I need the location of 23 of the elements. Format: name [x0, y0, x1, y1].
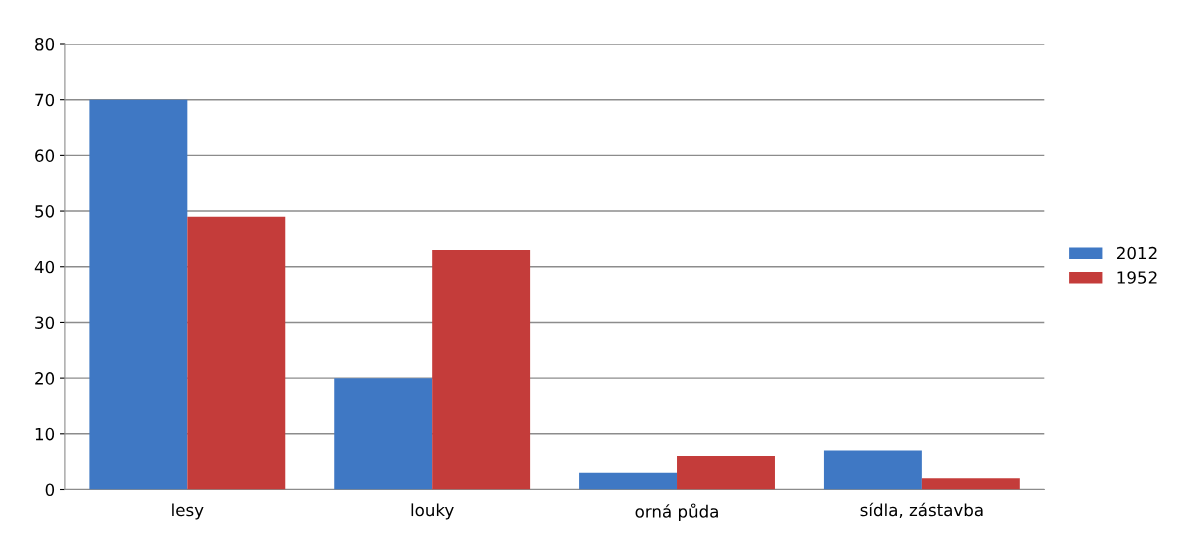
- y-tick-label: 60: [35, 149, 55, 162]
- x-tick-label: sídla, zástavba: [860, 502, 983, 518]
- y-tick-label: 20: [35, 372, 55, 385]
- bar: [89, 99, 188, 490]
- y-tick-label: 80: [35, 37, 55, 51]
- y-tick-label: 70: [35, 93, 55, 107]
- y-tick-label: 50: [35, 205, 55, 218]
- bar: [677, 456, 775, 490]
- bar: [921, 478, 1020, 490]
- y-tick-label: 30: [35, 316, 55, 330]
- y-tick-label: 40: [34, 260, 55, 274]
- legend-label: 2012: [1116, 246, 1157, 260]
- bar: [187, 216, 286, 490]
- legend-label: 1952: [1117, 271, 1157, 284]
- y-tick-label: 10: [35, 427, 55, 441]
- x-tick-label: orná půda: [635, 503, 718, 521]
- x-tick-label: louky: [411, 503, 454, 520]
- bar: [823, 450, 922, 490]
- bar: [579, 472, 678, 490]
- y-tick-label: 0: [45, 483, 55, 497]
- bar: [334, 378, 433, 490]
- bar: [432, 250, 531, 490]
- x-tick-label: lesy: [172, 503, 204, 520]
